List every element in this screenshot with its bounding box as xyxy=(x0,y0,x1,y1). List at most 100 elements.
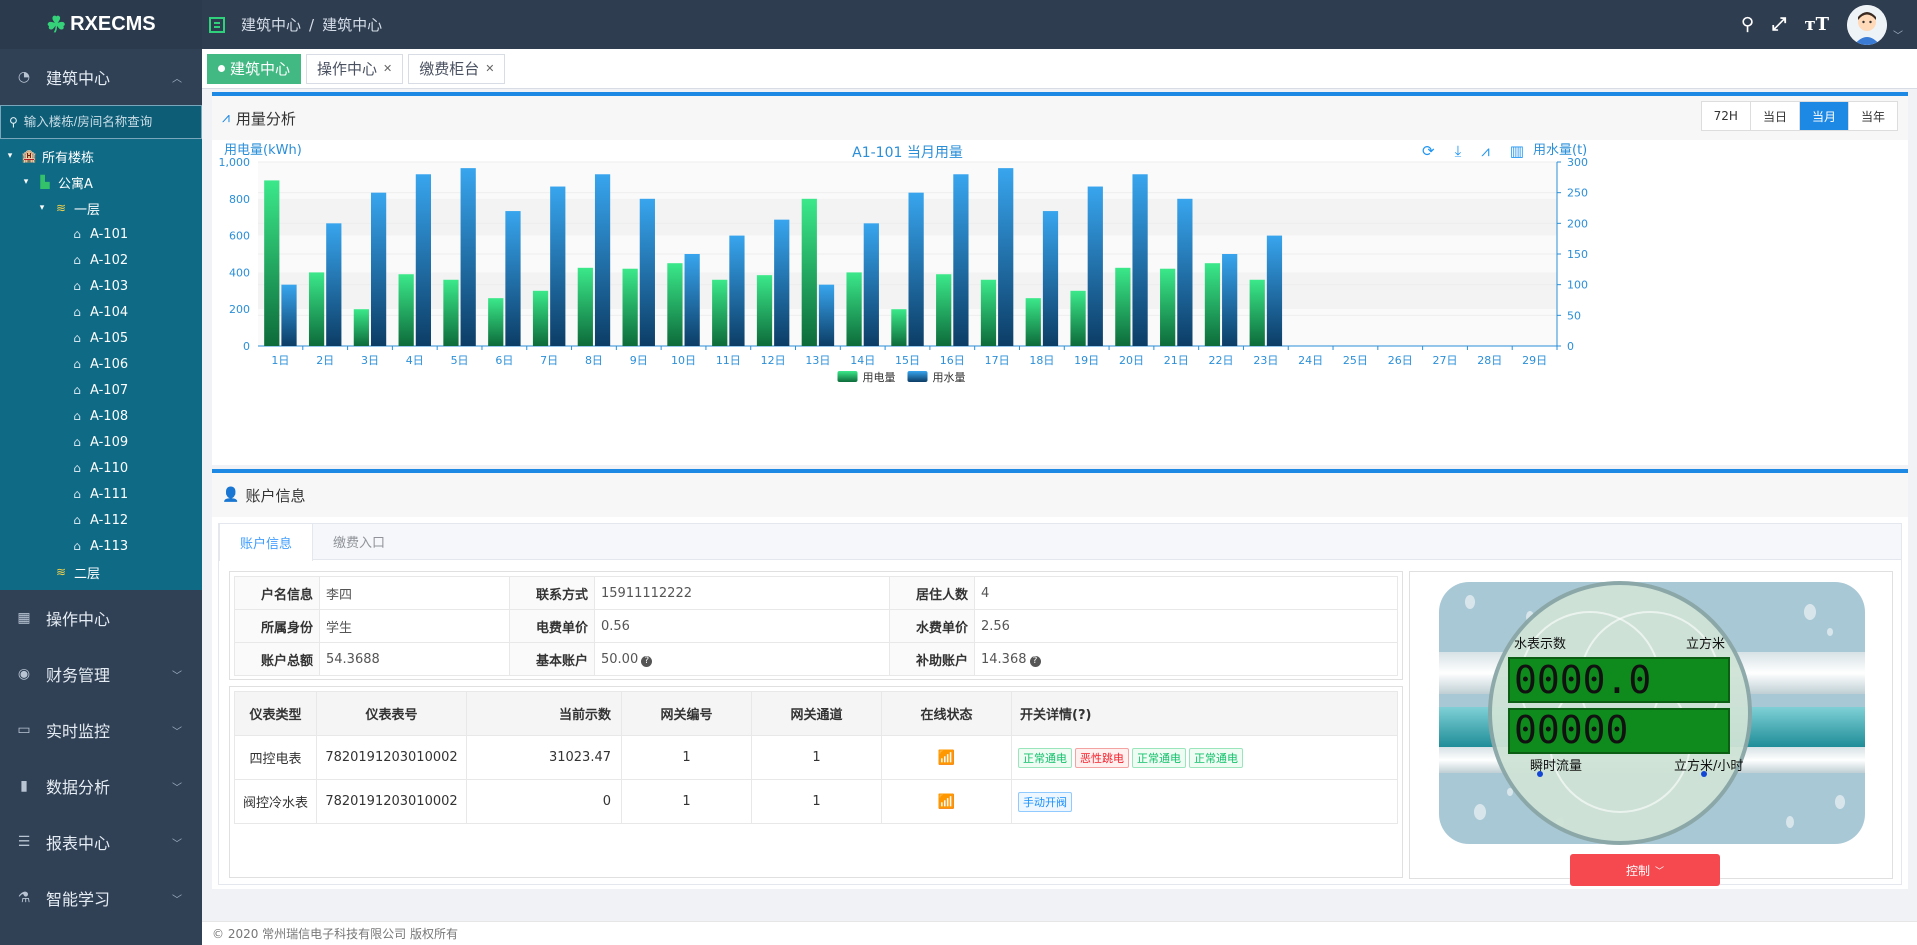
tree-node[interactable]: ▾ ≋ 一层 xyxy=(0,195,202,221)
bar-water[interactable] xyxy=(1087,186,1103,346)
tab-2[interactable]: 缴费柜台 ✕ xyxy=(408,53,506,84)
bar-water[interactable] xyxy=(684,254,700,346)
bar-water[interactable] xyxy=(953,174,969,346)
legend-swatch-electricity[interactable] xyxy=(837,371,858,382)
bar-water[interactable] xyxy=(326,223,342,346)
tree-node[interactable]: ⌂ A-104 xyxy=(0,299,202,325)
tree-node[interactable]: ⌂ A-113 xyxy=(0,533,202,559)
bar-water[interactable] xyxy=(281,284,297,346)
bar-electricity[interactable] xyxy=(577,267,593,346)
sidebar-item-building-center[interactable]: ◔ 建筑中心 ︿ xyxy=(17,69,182,88)
bar-electricity[interactable] xyxy=(353,309,369,346)
tree-node[interactable]: ⌂ A-112 xyxy=(0,507,202,533)
hamburger-icon[interactable] xyxy=(209,16,225,33)
switch-status-tag[interactable]: 正常通电 xyxy=(1132,747,1186,768)
bar-water[interactable] xyxy=(370,192,387,346)
range-button-0[interactable]: 72H xyxy=(1701,102,1750,130)
bar-electricity[interactable] xyxy=(1249,279,1265,346)
bar-electricity[interactable] xyxy=(264,180,280,346)
account-tab-1[interactable]: 缴费入口 xyxy=(333,536,386,551)
range-button-1[interactable]: 当日 xyxy=(1749,102,1799,130)
tree-search-input[interactable] xyxy=(23,115,194,129)
bar-electricity[interactable] xyxy=(891,309,907,346)
tab-1[interactable]: 操作中心 ✕ xyxy=(306,53,404,84)
tree-node[interactable]: ⌂ A-103 xyxy=(0,273,202,299)
font-size-icon[interactable]: ᴛT xyxy=(1804,14,1829,35)
tree-node[interactable]: ≋ 二层 xyxy=(0,559,202,585)
bar-electricity[interactable] xyxy=(801,198,817,346)
bar-water[interactable] xyxy=(998,168,1014,346)
bar-water[interactable] xyxy=(729,235,745,346)
bar-water[interactable] xyxy=(1042,211,1059,346)
bar-electricity[interactable] xyxy=(756,275,773,346)
breadcrumb-item[interactable]: 建筑中心 xyxy=(241,16,302,34)
tree-node[interactable]: ▾ ▙ 公寓A xyxy=(0,169,202,195)
bar-water[interactable] xyxy=(1266,235,1283,346)
account-tab-0[interactable]: 账户信息 xyxy=(219,524,314,561)
help-icon[interactable]: ? xyxy=(641,655,653,667)
bar-water[interactable] xyxy=(594,174,611,346)
tab-0[interactable]: 建筑中心 xyxy=(207,53,302,84)
switch-status-tag[interactable]: 手动开阀 xyxy=(1018,791,1072,812)
tree-node[interactable]: ⌂ A-109 xyxy=(0,429,202,455)
bar-water[interactable] xyxy=(1177,198,1193,346)
tree-node[interactable]: ⌂ A-106 xyxy=(0,351,202,377)
switch-status-tag[interactable]: 恶性跳电 xyxy=(1075,747,1129,768)
tree-node[interactable]: ⌂ A-102 xyxy=(0,247,202,273)
sidebar-item-3[interactable]: ▮ 数据分析 ﹀ xyxy=(0,758,202,814)
fullscreen-icon[interactable]: ⤢ xyxy=(1772,14,1787,35)
bar-water[interactable] xyxy=(550,186,566,346)
range-button-3[interactable]: 当年 xyxy=(1847,102,1897,130)
tree-node[interactable]: ⌂ A-110 xyxy=(0,455,202,481)
bar-electricity[interactable] xyxy=(308,272,325,346)
bar-electricity[interactable] xyxy=(488,298,504,346)
search-icon[interactable]: ⚲ xyxy=(1740,14,1755,35)
bar-electricity[interactable] xyxy=(1025,298,1041,346)
bar-electricity[interactable] xyxy=(622,268,638,346)
help-icon[interactable]: ? xyxy=(1029,655,1041,667)
sidebar-item-1[interactable]: ◉ 财务管理 ﹀ xyxy=(17,666,182,685)
bar-water[interactable] xyxy=(1222,254,1238,346)
tree-node[interactable]: ⌂ A-111 xyxy=(0,481,202,507)
download-icon[interactable]: ⤓ xyxy=(1454,142,1462,160)
chevron-down-icon[interactable]: ﹀ xyxy=(1893,31,1903,42)
table-row[interactable]: 阀控冷水表 7820191203010002 0 1 1 📶 手动开阀 xyxy=(234,779,1398,824)
bar-water[interactable] xyxy=(818,284,835,346)
line-switch-icon[interactable]: ⩘ xyxy=(1481,142,1490,160)
bar-water[interactable] xyxy=(639,198,655,346)
switch-status-tag[interactable]: 正常通电 xyxy=(1189,747,1243,768)
bar-electricity[interactable] xyxy=(712,279,728,346)
sidebar-item-4[interactable]: ☰ 报表中心 ﹀ xyxy=(17,834,182,853)
range-button-2[interactable]: 当月 xyxy=(1798,102,1848,130)
bar-switch-icon[interactable]: ▥ xyxy=(1509,142,1524,160)
sidebar-item-0[interactable]: ▦ 操作中心 xyxy=(17,610,111,629)
sidebar-item-5[interactable]: ⚗ 智能学习 ﹀ xyxy=(17,890,182,909)
bar-electricity[interactable] xyxy=(1115,267,1131,346)
tree-node[interactable]: ▾ 🏨 所有楼栋 xyxy=(0,143,202,169)
bar-water[interactable] xyxy=(505,211,521,346)
bar-electricity[interactable] xyxy=(532,290,549,346)
bar-electricity[interactable] xyxy=(1204,263,1221,346)
bar-electricity[interactable] xyxy=(1070,290,1086,346)
bar-electricity[interactable] xyxy=(443,279,459,346)
control-button[interactable]: 控制 ﹀ xyxy=(1570,854,1720,886)
bar-water[interactable] xyxy=(774,219,790,346)
bar-water[interactable] xyxy=(415,174,432,346)
avatar[interactable] xyxy=(1847,4,1887,45)
app-logo[interactable]: ☘ RXECMS xyxy=(0,0,202,49)
legend-swatch-water[interactable] xyxy=(907,371,928,382)
bar-electricity[interactable] xyxy=(398,274,414,346)
sidebar-item-2[interactable]: ▭ 实时监控 ﹀ xyxy=(17,722,182,741)
tree-node[interactable]: ⌂ A-107 xyxy=(0,377,202,403)
bar-electricity[interactable] xyxy=(667,263,683,346)
bar-electricity[interactable] xyxy=(936,274,952,346)
bar-electricity[interactable] xyxy=(1160,268,1176,346)
refresh-icon[interactable]: ⟳ xyxy=(1422,142,1435,160)
bar-water[interactable] xyxy=(460,168,476,346)
bar-water[interactable] xyxy=(1132,174,1148,346)
bar-electricity[interactable] xyxy=(980,279,997,346)
tree-node[interactable]: ⌂ A-101 xyxy=(0,221,202,247)
close-icon[interactable]: ✕ xyxy=(485,62,495,75)
table-row[interactable]: 四控电表 7820191203010002 31023.47 1 1 📶 正常通电 恶性跳电正… xyxy=(234,735,1398,780)
tree-node[interactable]: ⌂ A-105 xyxy=(0,325,202,351)
